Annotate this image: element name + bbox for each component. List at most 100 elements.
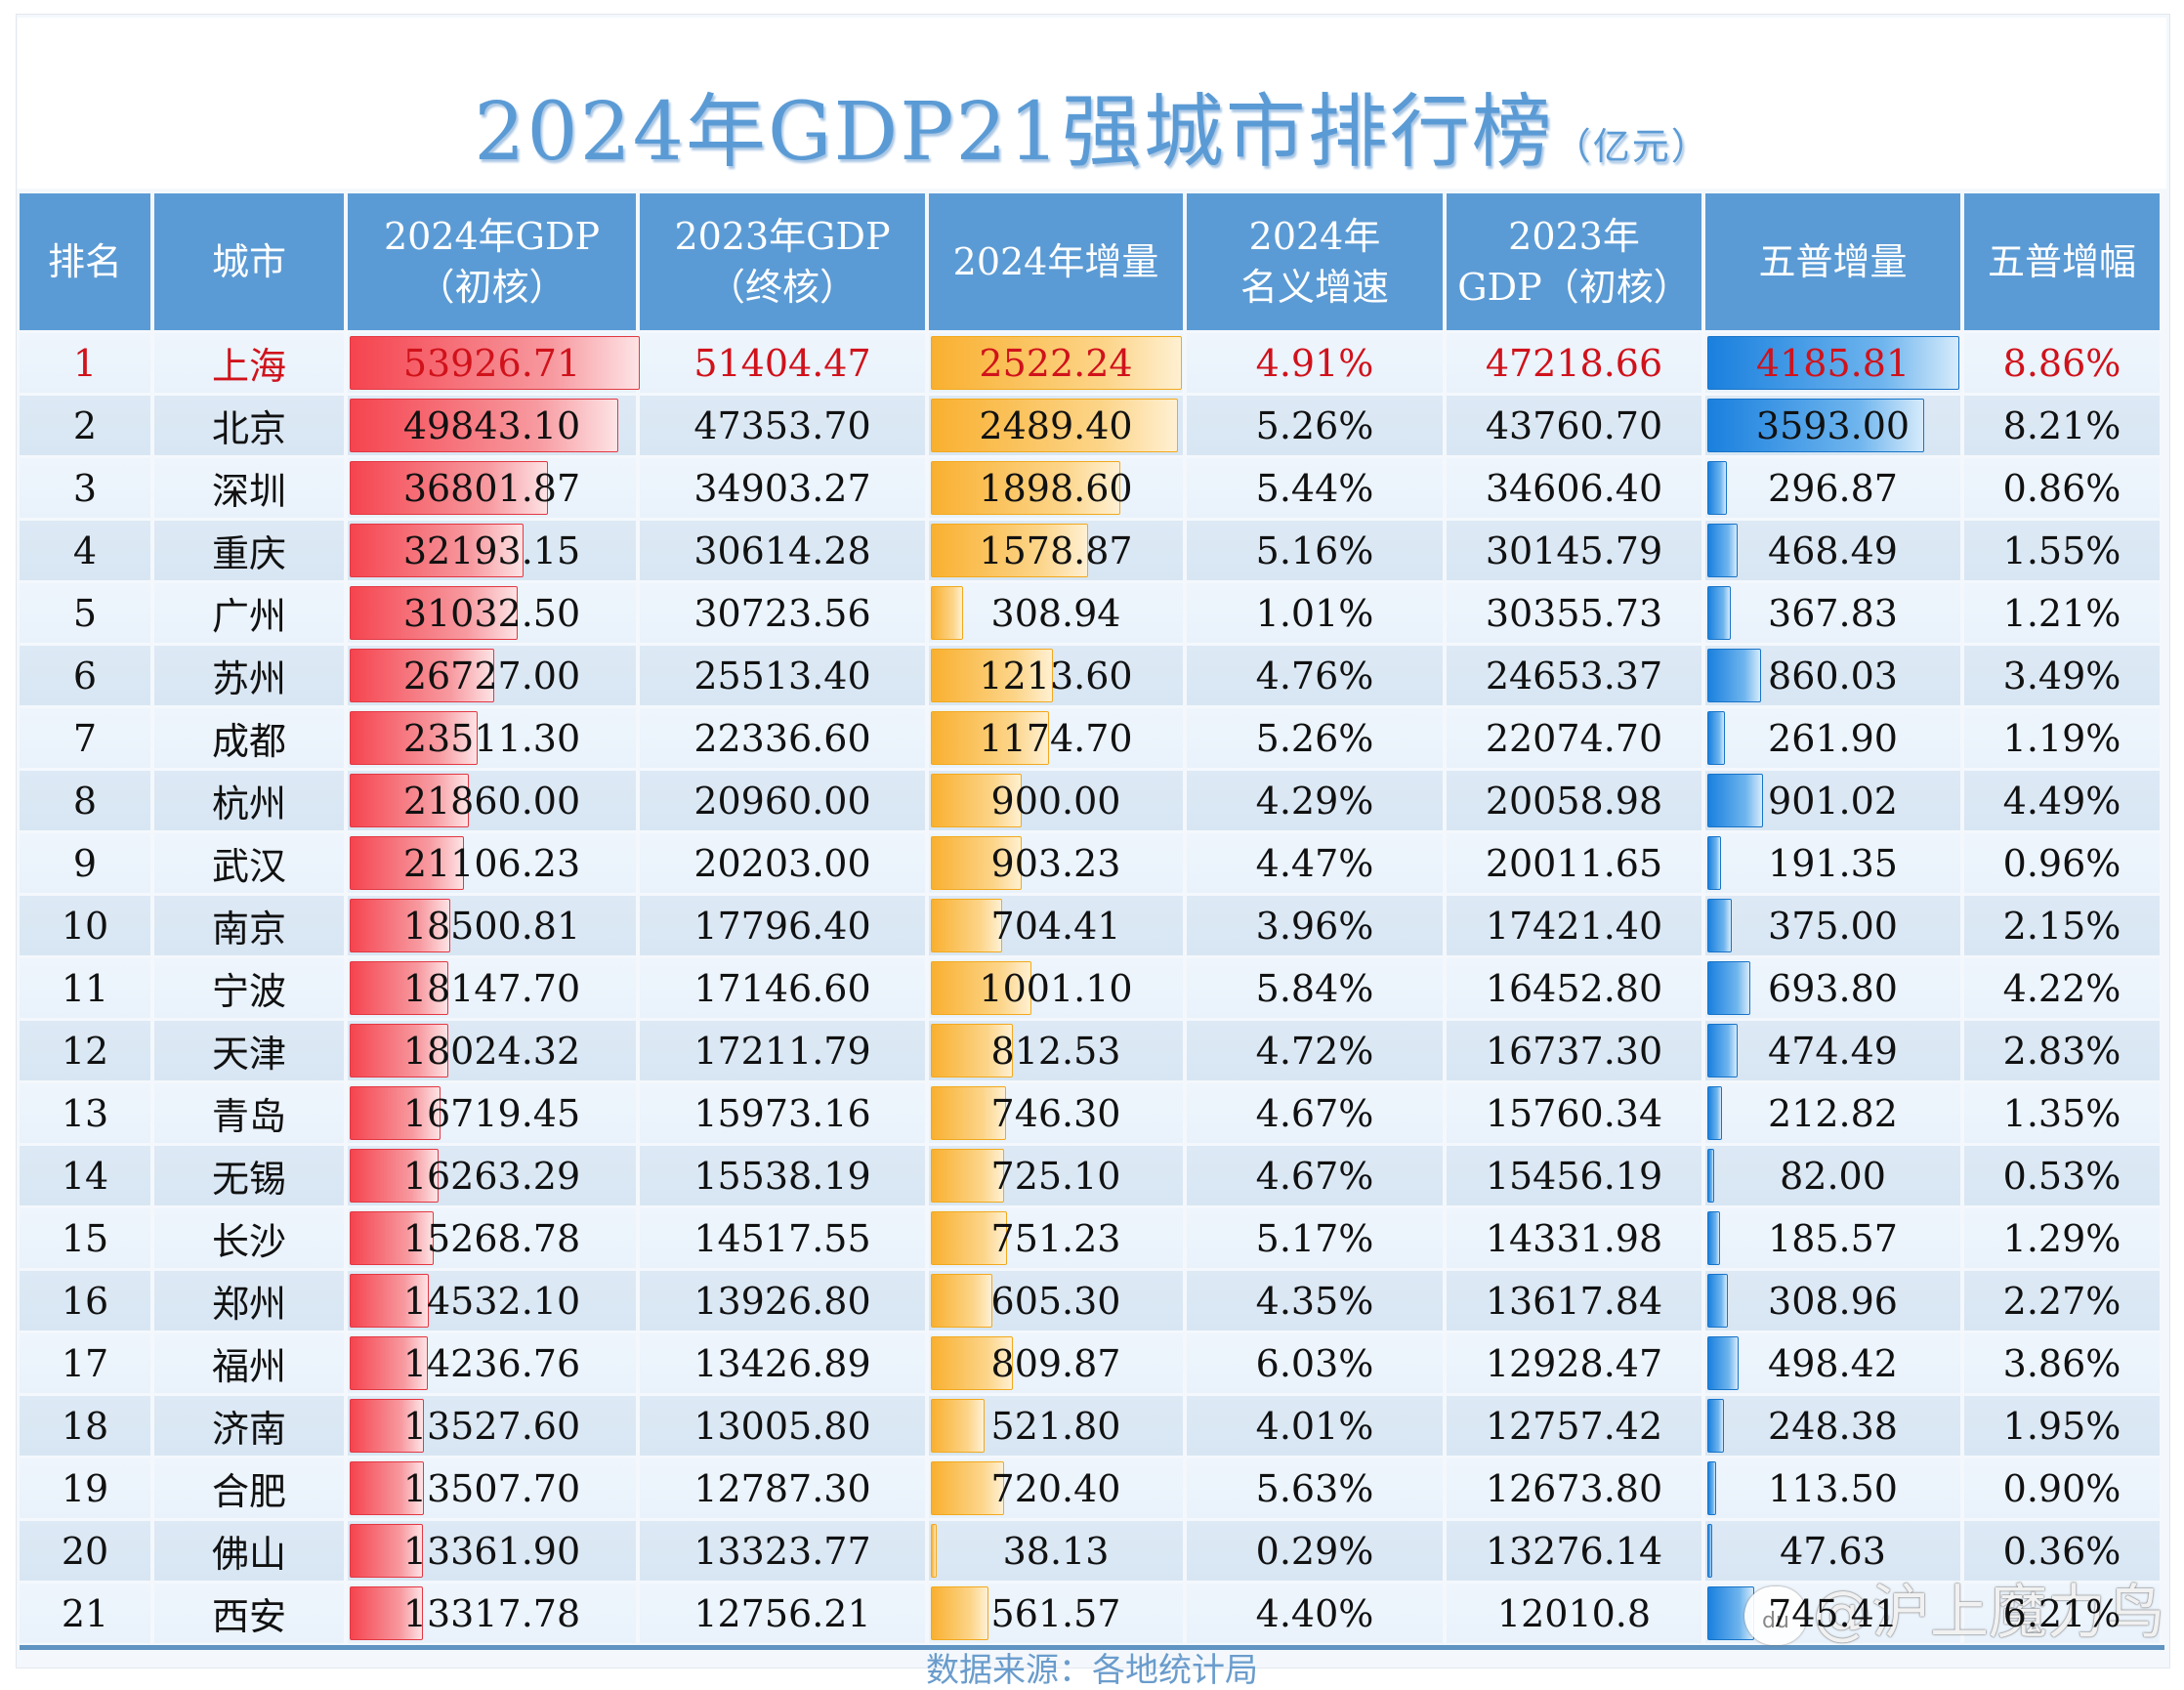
cell-wupu-increase-value: 308.96	[1768, 1279, 1898, 1323]
cell-gdp2023-value: 17796.40	[693, 904, 871, 948]
cell-gdp2023-init: 15456.19	[1447, 1146, 1701, 1205]
gdp2024-bar	[350, 524, 525, 577]
cell-gdp2024: 21106.23	[348, 833, 636, 893]
cell-rank: 4	[20, 521, 150, 580]
cell-growth: 6.03%	[1187, 1333, 1443, 1393]
cell-gdp2024: 13527.60	[348, 1396, 636, 1456]
table-row: 19 合肥 13507.70 12787.30 720.40 5.63% 12673.80 1…	[20, 1458, 2160, 1518]
cell-wupu-pct: 3.86%	[1964, 1333, 2160, 1393]
title-unit: （亿元）	[1553, 125, 1710, 168]
cell-gdp2023: 12787.30	[640, 1458, 925, 1518]
cell-growth: 4.67%	[1187, 1083, 1443, 1143]
cell-gdp2023: 20960.00	[640, 771, 925, 830]
gdp2024-bar	[350, 1024, 448, 1077]
wupu_inc-bar	[1707, 1149, 1714, 1203]
cell-rank-value: 7	[72, 716, 98, 760]
cell-city: 佛山	[154, 1521, 344, 1581]
cell-gdp2024-value: 26727.00	[402, 654, 581, 697]
cell-increase: 1578.87	[929, 521, 1183, 580]
watermark: du @沪上魔力鸟	[1744, 1565, 2164, 1650]
cell-wupu-increase-value: 185.57	[1768, 1216, 1898, 1260]
cell-city-value: 北京	[211, 407, 286, 450]
cell-wupu-increase: 901.02	[1705, 771, 1960, 830]
cell-rank-value: 4	[72, 528, 98, 572]
cell-wupu-increase: 113.50	[1705, 1458, 1960, 1518]
wupu_inc-bar	[1707, 899, 1732, 952]
cell-wupu-increase-value: 4185.81	[1755, 341, 1911, 385]
cell-rank: 1	[20, 333, 150, 393]
cell-wupu-increase: 261.90	[1705, 708, 1960, 768]
wupu_inc-bar	[1707, 1399, 1725, 1453]
increase-bar	[931, 1274, 993, 1328]
cell-gdp2024: 14532.10	[348, 1271, 636, 1331]
gdp2024-bar	[350, 399, 618, 452]
increase-bar	[931, 586, 964, 640]
cell-city: 南京	[154, 896, 344, 955]
cell-increase-value: 809.87	[990, 1341, 1121, 1385]
cell-wupu-pct: 2.83%	[1964, 1021, 2160, 1080]
cell-gdp2023-init: 43760.70	[1447, 396, 1701, 455]
cell-growth-value: 6.03%	[1255, 1341, 1374, 1385]
cell-growth-value: 5.44%	[1255, 466, 1374, 510]
cell-growth-value: 4.40%	[1255, 1591, 1374, 1635]
increase-bar	[931, 336, 1182, 390]
cell-city-value: 武汉	[211, 845, 286, 888]
cell-gdp2024-value: 16263.29	[402, 1154, 581, 1198]
cell-gdp2024-value: 15268.78	[402, 1216, 581, 1260]
cell-increase: 704.41	[929, 896, 1183, 955]
cell-city: 广州	[154, 583, 344, 643]
increase-bar	[931, 1586, 988, 1640]
cell-wupu-increase: 296.87	[1705, 458, 1960, 518]
cell-increase-value: 1898.60	[979, 466, 1133, 510]
cell-wupu-pct-value: 8.86%	[2002, 341, 2121, 385]
cell-rank-value: 3	[72, 466, 98, 510]
cell-rank: 7	[20, 708, 150, 768]
cell-growth-value: 1.01%	[1255, 591, 1374, 635]
cell-rank-value: 5	[72, 591, 98, 635]
watermark-text: @沪上魔力鸟	[1813, 1579, 2164, 1647]
cell-growth: 4.40%	[1187, 1584, 1443, 1643]
table-row: 16 郑州 14532.10 13926.80 605.30 4.35% 13617.84 3…	[20, 1271, 2160, 1331]
cell-gdp2023-init-value: 12928.47	[1485, 1341, 1663, 1385]
cell-wupu-pct-value: 3.86%	[2002, 1341, 2121, 1385]
gdp2024-bar	[350, 1336, 428, 1390]
cell-gdp2024: 13317.78	[348, 1584, 636, 1643]
cell-gdp2023-init: 16737.30	[1447, 1021, 1701, 1080]
cell-gdp2024: 14236.76	[348, 1333, 636, 1393]
cell-wupu-pct-value: 8.21%	[2002, 403, 2121, 447]
cell-growth: 1.01%	[1187, 583, 1443, 643]
cell-gdp2023-init: 16452.80	[1447, 958, 1701, 1018]
header-rank: 排名	[20, 193, 150, 330]
cell-gdp2023: 17211.79	[640, 1021, 925, 1080]
cell-growth: 4.29%	[1187, 771, 1443, 830]
cell-gdp2023-init-value: 30145.79	[1485, 528, 1663, 572]
cell-wupu-pct-value: 4.49%	[2002, 779, 2121, 823]
cell-growth-value: 4.01%	[1255, 1404, 1374, 1448]
cell-city-value: 青岛	[211, 1095, 286, 1138]
cell-increase: 720.40	[929, 1458, 1183, 1518]
cell-city: 杭州	[154, 771, 344, 830]
cell-increase: 308.94	[929, 583, 1183, 643]
header-wupu-pct: 五普增幅	[1964, 193, 2160, 330]
cell-wupu-pct-value: 1.35%	[2002, 1091, 2121, 1135]
cell-wupu-increase-value: 261.90	[1768, 716, 1898, 760]
cell-wupu-pct-value: 0.53%	[2002, 1154, 2121, 1198]
table-row: 10 南京 18500.81 17796.40 704.41 3.96% 17421.40 3…	[20, 896, 2160, 955]
cell-gdp2024: 15268.78	[348, 1208, 636, 1268]
cell-rank: 13	[20, 1083, 150, 1143]
cell-gdp2023-init-value: 24653.37	[1485, 654, 1663, 697]
gdp2024-bar	[350, 1274, 430, 1328]
increase-bar	[931, 1524, 937, 1578]
cell-city-value: 上海	[211, 345, 286, 388]
header-gdp2023-init: 2023年 GDP（初核）	[1447, 193, 1701, 330]
cell-gdp2023-value: 20960.00	[693, 779, 871, 823]
cell-rank: 3	[20, 458, 150, 518]
cell-wupu-increase: 860.03	[1705, 646, 1960, 705]
cell-increase-value: 308.94	[990, 591, 1121, 635]
cell-wupu-increase: 308.96	[1705, 1271, 1960, 1331]
cell-gdp2024: 18500.81	[348, 896, 636, 955]
wupu_inc-bar	[1707, 649, 1761, 702]
cell-gdp2024-value: 23511.30	[402, 716, 581, 760]
cell-wupu-increase: 468.49	[1705, 521, 1960, 580]
cell-increase-value: 812.53	[990, 1029, 1121, 1073]
